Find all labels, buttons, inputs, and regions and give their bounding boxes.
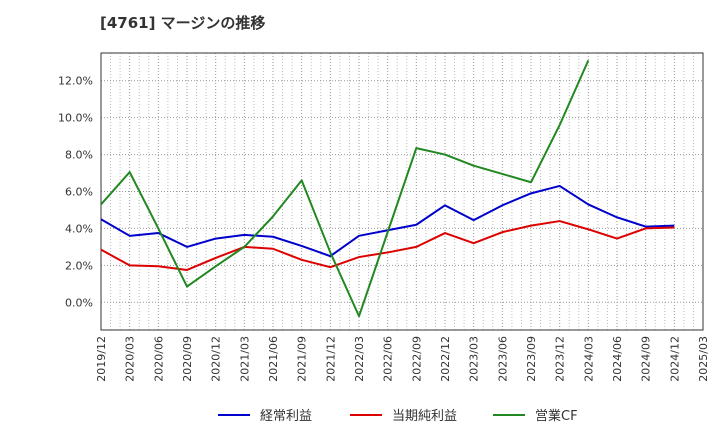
x-tick-label: 2024/06 (611, 336, 624, 382)
x-tick-label: 2022/12 (439, 336, 452, 382)
x-tick-label: 2020/12 (210, 336, 223, 382)
y-tick-label: 6.0% (65, 186, 93, 199)
x-tick-label: 2020/03 (124, 336, 137, 382)
legend-label-1: 当期純利益 (392, 409, 457, 424)
x-tick-label: 2021/03 (238, 336, 251, 382)
y-tick-label: 10.0% (58, 112, 93, 125)
chart-title: [4761] マージンの推移 (100, 14, 266, 32)
x-tick-label: 2023/03 (468, 336, 481, 382)
x-tick-label: 2022/06 (382, 336, 395, 382)
x-tick-label: 2023/12 (554, 336, 567, 382)
y-tick-label: 0.0% (65, 296, 93, 309)
y-tick-label: 2.0% (65, 259, 93, 272)
x-tick-label: 2021/06 (267, 336, 280, 382)
legend-label-2: 営業CF (535, 408, 578, 424)
x-tick-label: 2019/12 (95, 336, 108, 382)
x-tick-label: 2021/09 (296, 336, 309, 382)
x-tick-label: 2022/03 (353, 336, 366, 382)
x-tick-label: 2021/12 (324, 336, 337, 382)
y-tick-label: 8.0% (65, 149, 93, 162)
x-tick-label: 2023/06 (496, 336, 509, 382)
plot-border (100, 52, 704, 331)
x-tick-label: 2020/06 (152, 336, 165, 382)
x-tick-label: 2025/03 (697, 336, 710, 382)
x-tick-label: 2024/09 (640, 336, 653, 382)
x-tick-label: 2023/09 (525, 336, 538, 382)
series-line-1 (100, 220, 675, 271)
legend-label-0: 経常利益 (260, 409, 312, 424)
series-line-2 (100, 59, 590, 318)
x-tick-label: 2024/12 (668, 336, 681, 382)
y-tick-label: 12.0% (58, 75, 93, 88)
y-tick-label: 4.0% (65, 222, 93, 235)
x-tick-label: 2024/03 (582, 336, 595, 382)
x-tick-label: 2022/09 (410, 336, 423, 382)
x-tick-label: 2020/09 (181, 336, 194, 382)
